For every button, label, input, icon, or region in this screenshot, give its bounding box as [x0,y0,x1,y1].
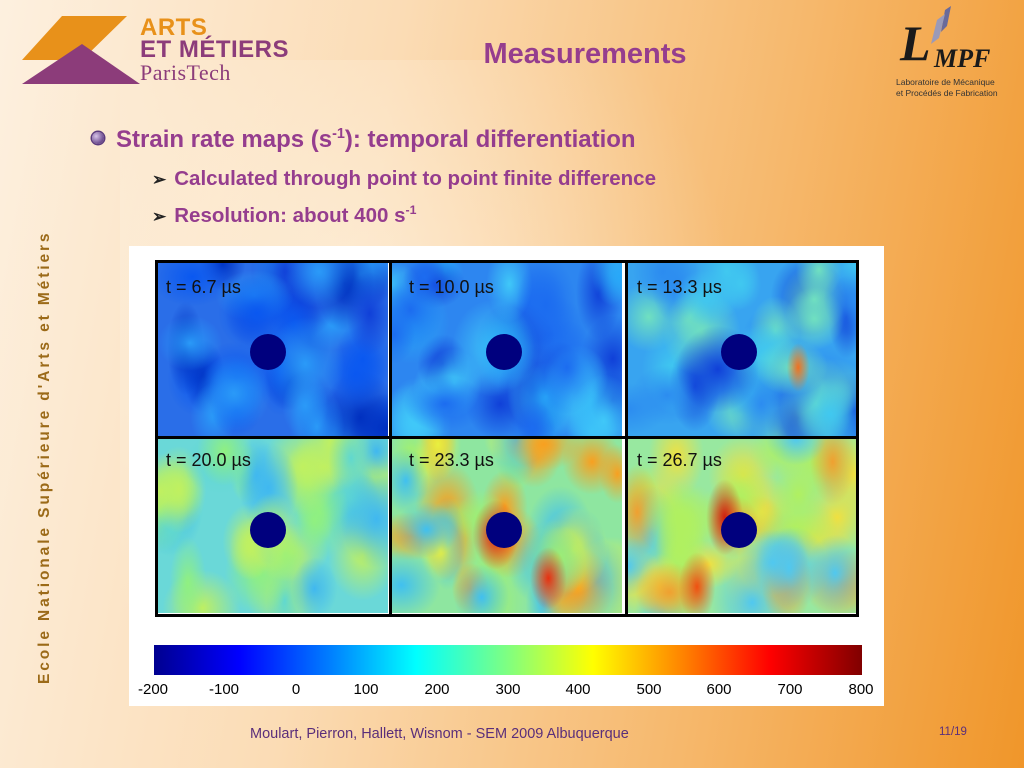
strain-map-panel-5 [392,439,622,613]
panel-divider [155,436,859,439]
lmpf-subtitle-2: et Procédés de Fabrication [896,88,998,98]
bullet-sub-1: ➢ Calculated through point to point finit… [152,167,656,190]
colorbar-tick: 300 [495,681,521,698]
colorbar-tick: 800 [848,681,874,698]
panel-time-label: t = 20.0 µs [166,450,251,470]
colorbar-tick: 700 [777,681,803,698]
colorbar-tick: 400 [565,681,591,698]
lmpf-logo-mpf: MPF [934,44,991,73]
hole-marker [250,512,286,548]
strain-map-panel-2 [392,263,622,437]
lmpf-logo-l: L [900,15,931,71]
panel-time-label: t = 6.7 µs [166,277,241,297]
colorbar-tick: 100 [353,681,379,698]
panel-time-label: t = 26.7 µs [637,450,722,470]
lmpf-logo-swoosh [931,6,951,44]
colorbar-tick: -100 [208,681,240,698]
colorbar-tick: -200 [137,681,169,698]
strain-map-panel-1 [158,263,388,437]
logo-line-et-metiers: ET MÉTIERS [140,36,290,63]
arrow-bullet-icon: ➢ [152,206,167,226]
bullet-main: Strain rate maps (s-1): temporal differe… [92,126,636,154]
colorbar-tick: 500 [636,681,662,698]
colorbar [154,645,862,675]
slide-title: Measurements [483,38,687,70]
vertical-school-name: Ecole Nationale Supérieure d'Arts et Mét… [36,230,53,684]
logo-line-arts: ARTS [140,14,208,41]
panel-time-label: t = 10.0 µs [409,277,494,297]
footer-citation: Moulart, Pierron, Hallett, Wisnom - SEM … [250,726,629,742]
bullet-sub-2: ➢ Resolution: about 400 s-1 [152,203,417,227]
hole-marker [721,512,757,548]
arrow-bullet-icon: ➢ [152,170,167,189]
lmpf-subtitle-1: Laboratoire de Mécanique [896,77,995,87]
colorbar-tick: 600 [706,681,732,698]
colorbar-tick: 0 [291,681,301,698]
panel-time-label: t = 13.3 µs [637,277,722,297]
page-number: 11/19 [939,726,967,738]
hole-marker [250,334,286,370]
colorbar-tick: 200 [424,681,450,698]
hole-marker [486,334,522,370]
bullet-dot-icon [92,131,104,144]
panel-time-label: t = 23.3 µs [409,450,494,470]
arts-et-metiers-logo [22,16,140,84]
hole-marker [721,334,757,370]
hole-marker [486,512,522,548]
logo-line-paristech: ParisTech [140,60,231,85]
